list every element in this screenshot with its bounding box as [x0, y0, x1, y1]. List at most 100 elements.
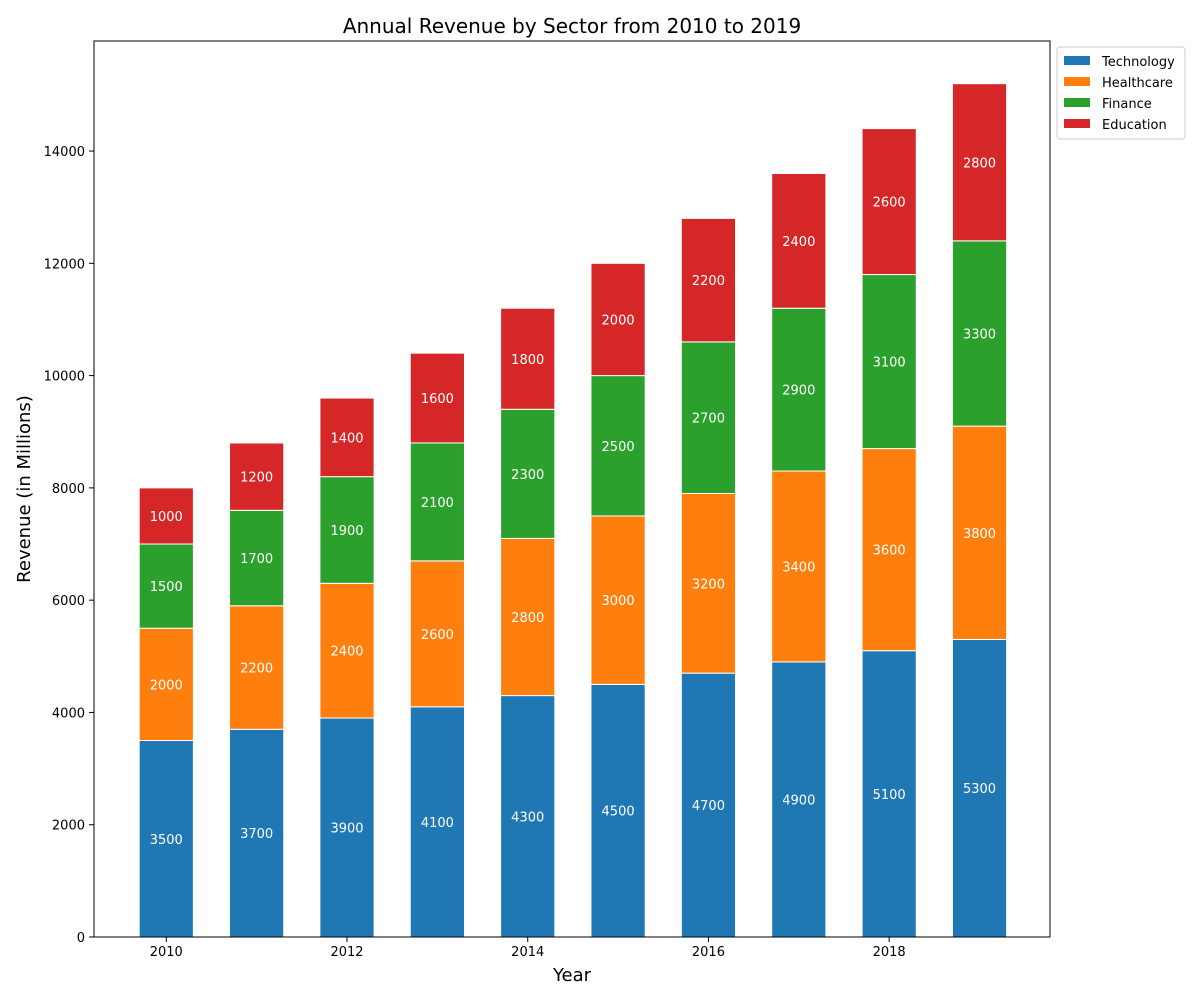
data-label-healthcare-2015: 3000: [602, 594, 635, 609]
data-label-healthcare-2019: 3800: [963, 527, 996, 542]
data-label-education-2012: 1400: [330, 431, 363, 446]
bar-education-2011: [229, 442, 285, 511]
data-label-finance-2017: 2900: [782, 384, 815, 399]
chart-title: Annual Revenue by Sector from 2010 to 20…: [343, 14, 801, 38]
data-label-finance-2015: 2500: [602, 440, 635, 455]
data-label-technology-2019: 5300: [963, 782, 996, 797]
y-tick-label-8000: 8000: [52, 482, 85, 497]
bar-healthcare-2011: [229, 605, 285, 730]
legend: Technology Healthcare Finance Education: [1056, 46, 1186, 140]
x-tick-label-2016: 2016: [692, 945, 725, 960]
data-label-finance-2012: 1900: [330, 524, 363, 539]
bar-education-2010: [138, 487, 194, 545]
legend-box: [1056, 46, 1186, 140]
data-label-healthcare-2010: 2000: [150, 678, 183, 693]
data-label-finance-2011: 1700: [240, 552, 273, 567]
data-label-healthcare-2011: 2200: [240, 662, 273, 677]
legend-label-education: Education: [1102, 118, 1167, 133]
bar-education-2019: [951, 83, 1008, 242]
data-label-healthcare-2018: 3600: [873, 544, 906, 559]
data-label-education-2019: 2800: [963, 156, 996, 171]
bar-education-2013: [409, 352, 465, 444]
bar-healthcare-2018: [861, 448, 917, 652]
x-axis: 2010 2012 2014 2016 2018: [150, 937, 906, 960]
bar-education-2014: [500, 307, 556, 410]
data-label-finance-2018: 3100: [873, 356, 906, 371]
legend-swatch-healthcare: [1064, 77, 1090, 86]
bar-healthcare-2012: [319, 582, 375, 719]
y-axis: 0 2000 4000 6000 8000 10000 12000 14000: [44, 145, 94, 946]
data-label-finance-2010: 1500: [150, 580, 183, 595]
data-label-technology-2017: 4900: [782, 793, 815, 808]
bar-healthcare-2016: [680, 492, 737, 674]
bar-technology-2010: [138, 740, 194, 938]
bars-group: [138, 83, 1008, 938]
bar-healthcare-2017: [771, 470, 827, 663]
bar-education-2012: [319, 397, 375, 478]
data-label-education-2018: 2600: [873, 196, 906, 211]
x-tick-label-2012: 2012: [330, 945, 363, 960]
data-label-technology-2014: 4300: [511, 810, 544, 825]
bar-healthcare-2019: [951, 425, 1008, 640]
data-label-technology-2013: 4100: [421, 816, 454, 831]
data-label-education-2014: 1800: [511, 353, 544, 368]
data-label-healthcare-2012: 2400: [330, 645, 363, 660]
data-label-technology-2018: 5100: [873, 788, 906, 803]
x-axis-title: Year: [552, 965, 592, 986]
bar-technology-2019: [951, 638, 1008, 938]
legend-swatch-technology: [1064, 56, 1090, 65]
bar-education-2017: [771, 172, 827, 309]
bar-technology-2014: [500, 695, 556, 938]
bar-finance-2016: [680, 341, 737, 494]
x-tick-label-2010: 2010: [150, 945, 183, 960]
y-tick-label-10000: 10000: [44, 370, 85, 385]
data-label-healthcare-2013: 2600: [421, 628, 454, 643]
data-label-technology-2011: 3700: [240, 827, 273, 842]
legend-label-technology: Technology: [1101, 55, 1175, 70]
plot-frame: [93, 40, 1051, 938]
bar-education-2015: [590, 262, 646, 377]
bar-finance-2015: [590, 375, 646, 517]
y-tick-label-4000: 4000: [52, 706, 85, 721]
bar-finance-2013: [409, 442, 465, 562]
x-tick-label-2018: 2018: [873, 945, 906, 960]
data-label-education-2017: 2400: [782, 235, 815, 250]
data-label-education-2010: 1000: [150, 510, 183, 525]
data-label-finance-2019: 3300: [963, 327, 996, 342]
bar-education-2018: [861, 128, 917, 276]
bar-finance-2011: [229, 509, 285, 607]
bar-healthcare-2014: [500, 537, 556, 697]
bar-education-2016: [680, 217, 737, 343]
bar-finance-2014: [500, 408, 556, 539]
data-label-education-2013: 1600: [421, 392, 454, 407]
data-label-finance-2016: 2700: [692, 412, 725, 427]
data-label-education-2016: 2200: [692, 274, 725, 289]
bar-technology-2015: [590, 683, 646, 938]
y-tick-label-0: 0: [77, 931, 85, 946]
data-label-finance-2013: 2100: [421, 496, 454, 511]
bar-technology-2017: [771, 661, 827, 938]
y-axis-title: Revenue (in Millions): [14, 395, 35, 583]
legend-label-healthcare: Healthcare: [1102, 76, 1173, 91]
legend-swatch-finance: [1064, 98, 1090, 107]
data-label-education-2015: 2000: [602, 313, 635, 328]
y-tick-label-6000: 6000: [52, 594, 85, 609]
y-tick-label-14000: 14000: [44, 145, 85, 160]
y-tick-label-2000: 2000: [52, 819, 85, 834]
data-label-technology-2015: 4500: [602, 805, 635, 820]
data-label-education-2011: 1200: [240, 471, 273, 486]
x-tick-label-2014: 2014: [511, 945, 544, 960]
bar-finance-2018: [861, 274, 917, 450]
legend-label-finance: Finance: [1102, 97, 1152, 112]
bar-technology-2018: [861, 650, 917, 938]
bar-labels-group: 3500 2000 1500 1000 3700 2200 1700 1200 3900 2400…: [150, 156, 996, 847]
y-tick-label-12000: 12000: [44, 257, 85, 272]
data-label-finance-2014: 2300: [511, 468, 544, 483]
bar-technology-2011: [229, 728, 285, 938]
bar-technology-2016: [680, 672, 737, 938]
bar-healthcare-2010: [138, 627, 194, 742]
data-label-technology-2012: 3900: [330, 822, 363, 837]
data-label-technology-2016: 4700: [692, 799, 725, 814]
